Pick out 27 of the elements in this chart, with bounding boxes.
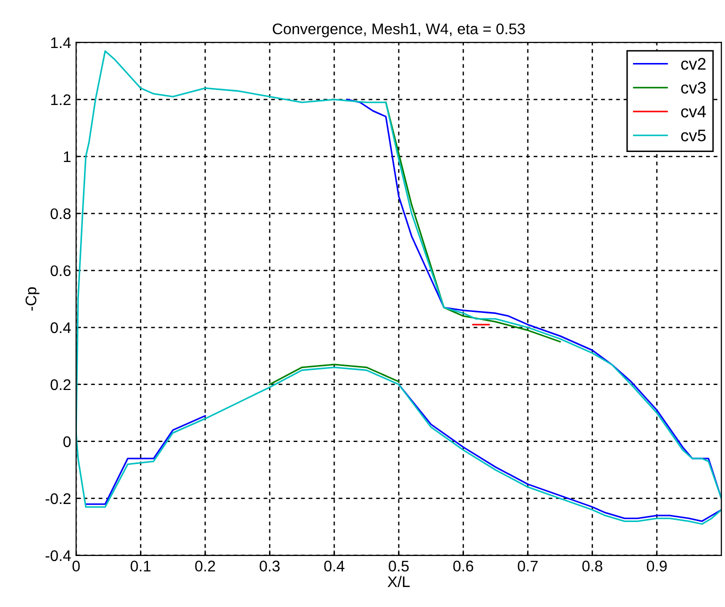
y-tick-label: 1 <box>64 151 71 162</box>
x-tick-label: 0.9 <box>646 560 667 572</box>
y-tick-label: 1.4 <box>51 38 71 48</box>
y-tick-label: 0 <box>63 436 71 448</box>
x-tick-label: 0 <box>72 560 80 572</box>
legend-label: cv2 <box>681 58 706 70</box>
x-tick-label: 0.5 <box>388 560 409 572</box>
y-axis-title: -Cp <box>26 287 40 311</box>
x-tick-label: 0.3 <box>260 560 280 572</box>
chart-title: Convergence, Mesh1, W4, eta = 0.53 <box>272 23 525 38</box>
y-tick-label: 0.2 <box>50 379 70 390</box>
legend-label: cv3 <box>681 82 706 94</box>
y-tick-label: 0.4 <box>50 322 71 334</box>
legend-label: cv5 <box>681 130 706 142</box>
y-tick-label: 0.8 <box>50 208 71 220</box>
x-tick-label: 0.8 <box>582 560 602 572</box>
x-tick-label: 0.1 <box>130 560 151 572</box>
x-tick-label: 0.6 <box>453 560 474 572</box>
legend-label: cv4 <box>681 106 706 118</box>
y-tick-label: -0.2 <box>46 493 70 504</box>
y-tick-label: -0.4 <box>46 550 71 562</box>
x-tick-label: 0.4 <box>324 560 344 572</box>
y-tick-label: 0.6 <box>50 265 71 276</box>
x-axis-title: X/L <box>388 576 410 588</box>
y-tick-label: 1.2 <box>51 94 70 106</box>
x-tick-label: 0.7 <box>518 560 538 572</box>
x-tick-label: 0.2 <box>195 560 216 572</box>
